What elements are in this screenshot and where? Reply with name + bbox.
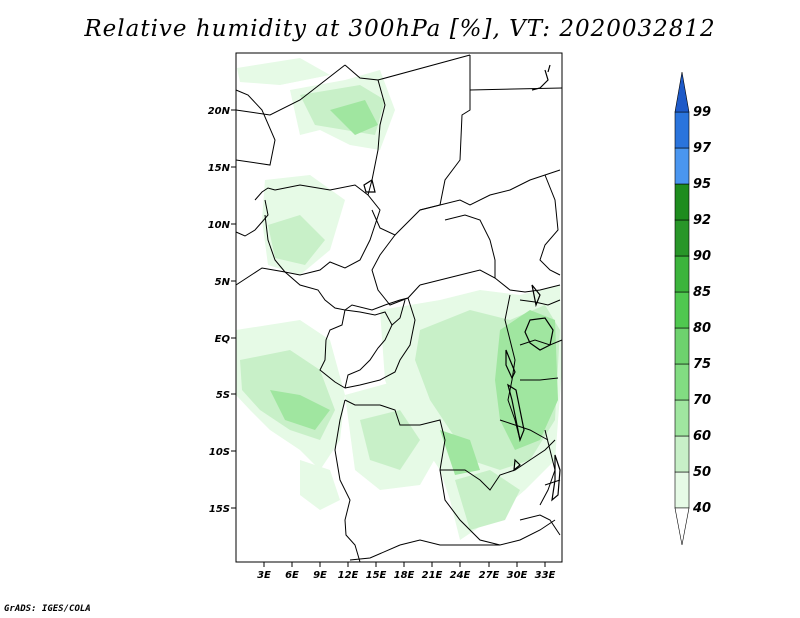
lon-label: 15E — [366, 570, 387, 581]
colorbar-boxes — [674, 111, 690, 509]
colorbar-label: 70 — [693, 393, 711, 408]
colorbar-label: 97 — [693, 141, 712, 156]
colorbar-box — [674, 399, 690, 437]
lon-label: 12E — [338, 570, 359, 581]
lat-label: 15N — [208, 163, 231, 174]
lake-malawi — [551, 454, 561, 502]
lon-label: 27E — [479, 570, 500, 581]
lon-label: 3E — [257, 570, 271, 581]
colorbar-label: 95 — [693, 177, 711, 192]
colorbar-label: 50 — [693, 465, 711, 480]
latitude-axis: 20N 15N 10N 5N EQ 5S 10S 15S — [208, 106, 236, 515]
map-title: Relative humidity at 300hPa [%], VT: 202… — [84, 16, 716, 42]
lon-label: 21E — [422, 570, 443, 581]
colorbar-box — [674, 435, 690, 473]
colorbar: 40 50 60 70 75 80 85 90 92 95 97 99 — [674, 71, 712, 546]
grads-credit: GrADS: IGES/COLA — [4, 604, 91, 614]
lon-label: 30E — [507, 570, 528, 581]
lake-albert — [531, 284, 541, 308]
colorbar-top-arrow — [674, 71, 690, 113]
colorbar-box — [674, 147, 690, 185]
lakes — [363, 64, 561, 502]
colorbar-label: 40 — [692, 501, 711, 516]
colorbar-label: 60 — [693, 429, 711, 444]
country-borders — [235, 54, 563, 563]
lake-chad — [363, 179, 376, 193]
lon-label: 6E — [285, 570, 299, 581]
colorbar-label: 75 — [693, 357, 711, 372]
map-frame — [235, 52, 563, 563]
colorbar-box — [674, 291, 690, 329]
lake-kivu — [505, 349, 516, 380]
colorbar-box — [674, 111, 690, 149]
colorbar-box — [674, 183, 690, 221]
colorbar-label: 85 — [693, 285, 711, 300]
colorbar-label: 99 — [693, 105, 711, 120]
longitude-axis: 3E 6E 9E 12E 15E 18E 21E 24E 27E 30E 33E — [257, 562, 556, 581]
lake-mweru — [513, 458, 521, 472]
lake-victoria — [524, 317, 554, 351]
lon-label: 18E — [394, 570, 415, 581]
colorbar-label: 90 — [693, 249, 711, 264]
lon-label: 9E — [313, 570, 327, 581]
humidity-field — [236, 58, 562, 540]
colorbar-label: 92 — [693, 213, 711, 228]
lon-label: 33E — [535, 570, 556, 581]
lat-label: 20N — [208, 106, 231, 117]
lat-label: EQ — [215, 334, 231, 345]
lat-label: 5S — [216, 390, 230, 401]
colorbar-box — [674, 255, 690, 293]
lat-label: 10N — [208, 220, 231, 231]
lat-label: 5N — [215, 277, 231, 288]
colorbar-box — [674, 219, 690, 257]
lake-tanganyika — [507, 383, 525, 443]
lon-label: 24E — [450, 570, 471, 581]
colorbar-label: 80 — [693, 321, 711, 336]
colorbar-box — [674, 363, 690, 401]
colorbar-box — [674, 327, 690, 365]
lat-label: 10S — [209, 447, 230, 458]
colorbar-bottom-arrow — [674, 507, 690, 546]
colorbar-box — [674, 471, 690, 509]
lat-label: 15S — [209, 504, 230, 515]
